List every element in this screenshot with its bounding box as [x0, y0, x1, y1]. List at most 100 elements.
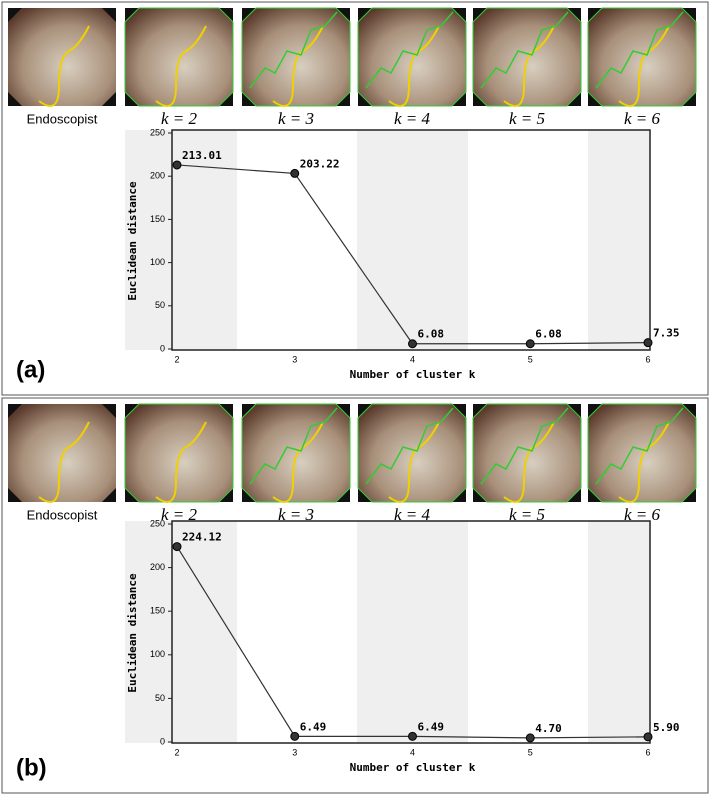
thumbnail [472, 7, 582, 107]
point [643, 732, 653, 742]
thumbnail [124, 7, 234, 107]
image-label: k = 2 [161, 505, 198, 524]
thumbnail [587, 403, 697, 503]
boundary [272, 25, 324, 107]
boundary [618, 25, 670, 107]
image-label: k = 6 [624, 505, 661, 524]
y-tick-label: 0 [160, 736, 165, 746]
value-label: 6.49 [300, 720, 327, 733]
value-label: 224.12 [182, 531, 222, 544]
y-tick-label: 150 [150, 214, 165, 224]
image-label: k = 2 [161, 109, 198, 128]
band [357, 521, 468, 743]
y-tick-label: 250 [150, 518, 165, 528]
x-axis-label: Number of cluster k [350, 761, 476, 774]
y-tick-label: 250 [150, 127, 165, 137]
x-tick-label: 3 [292, 354, 297, 364]
y-tick-label: 0 [160, 343, 165, 353]
x-tick-label: 2 [174, 354, 179, 364]
panel [1, 1, 709, 396]
thumbnail [587, 7, 697, 107]
plot-frame [171, 520, 651, 744]
boundary [503, 421, 555, 503]
y-tick-label: 100 [150, 257, 165, 267]
thumbnail [472, 403, 582, 503]
cluster-boundary [595, 11, 684, 89]
point [643, 338, 653, 348]
thumbnail [8, 8, 116, 106]
image-label: k = 4 [394, 505, 431, 524]
y-tick-label: 50 [155, 693, 165, 703]
image-label: k = 3 [278, 505, 314, 524]
cluster-boundary [249, 11, 338, 89]
image-label: k = 6 [624, 109, 661, 128]
image-label: Endoscopist [27, 507, 98, 522]
boundary [503, 25, 555, 107]
band [588, 130, 650, 350]
panel-label: (b) [16, 754, 47, 781]
x-tick-label: 3 [292, 747, 297, 757]
image-label: k = 4 [394, 109, 431, 128]
x-tick-label: 4 [410, 747, 415, 757]
plot-frame [171, 129, 651, 351]
value-label: 203.22 [300, 157, 340, 170]
x-tick-label: 4 [410, 354, 415, 364]
image-label: Endoscopist [27, 111, 98, 126]
point [290, 168, 300, 178]
point [172, 542, 182, 552]
y-tick-label: 200 [150, 562, 165, 572]
boundary [388, 421, 440, 503]
cluster-boundary [480, 407, 569, 485]
thumbnail [241, 403, 351, 503]
point [172, 160, 182, 170]
thumbnail [357, 403, 467, 503]
point [525, 733, 535, 743]
y-tick-label: 200 [150, 171, 165, 181]
value-label: 7.35 [653, 327, 680, 340]
x-tick-label: 2 [174, 747, 179, 757]
thumbnail [357, 7, 467, 107]
y-tick-label: 100 [150, 649, 165, 659]
image-label: k = 5 [509, 505, 545, 524]
cluster-boundary [480, 11, 569, 89]
cluster-boundary [249, 407, 338, 485]
value-label: 6.08 [535, 328, 562, 341]
boundary [388, 25, 440, 107]
x-tick-label: 6 [645, 747, 650, 757]
point [525, 339, 535, 349]
image-label: k = 3 [278, 109, 314, 128]
band [588, 521, 650, 743]
thumbnail [8, 404, 116, 502]
boundary [272, 421, 324, 503]
boundary [618, 421, 670, 503]
cluster-boundary [365, 11, 454, 89]
boundary [38, 421, 90, 503]
thumbnail [124, 403, 234, 503]
point [408, 339, 417, 349]
thumbnail [241, 7, 351, 107]
boundary [38, 25, 90, 107]
x-tick-label: 6 [645, 354, 650, 364]
value-label: 6.49 [418, 720, 445, 733]
y-axis-label: Euclidean distance [126, 573, 139, 693]
value-label: 4.70 [535, 722, 562, 735]
boundary [155, 421, 207, 503]
band [125, 521, 237, 743]
point [290, 731, 300, 741]
image-label: k = 5 [509, 109, 545, 128]
x-tick-label: 5 [528, 747, 533, 757]
panel-label: (a) [16, 356, 45, 383]
x-tick-label: 5 [528, 354, 533, 364]
band [357, 130, 468, 350]
y-tick-label: 50 [155, 300, 165, 310]
value-label: 6.08 [418, 328, 445, 341]
panel [1, 397, 709, 794]
y-tick-label: 150 [150, 606, 165, 616]
point [408, 731, 417, 741]
y-axis-label: Euclidean distance [126, 181, 139, 301]
cluster-boundary [595, 407, 684, 485]
value-label: 5.90 [653, 721, 680, 734]
x-axis-label: Number of cluster k [350, 368, 476, 381]
value-label: 213.01 [182, 149, 222, 162]
